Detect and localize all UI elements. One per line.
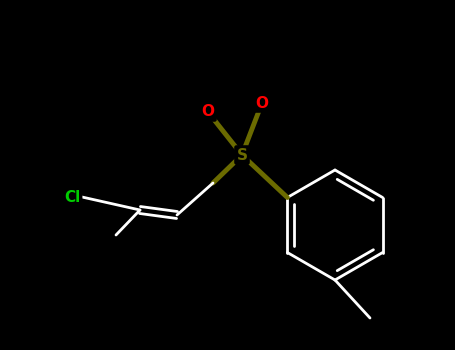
Text: O: O [256, 96, 268, 111]
Text: S: S [237, 147, 248, 162]
Text: O: O [202, 105, 214, 119]
Text: Cl: Cl [64, 189, 80, 204]
